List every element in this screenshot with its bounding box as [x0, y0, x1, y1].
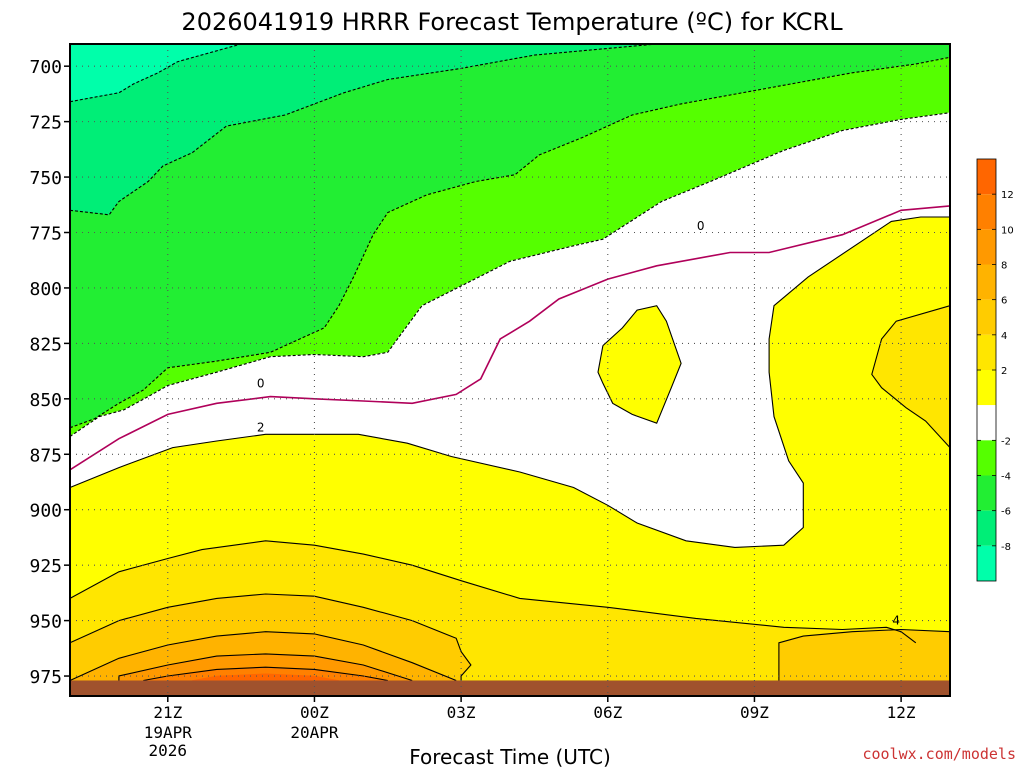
y-tick-label-925: 925 [29, 556, 62, 577]
x-tick-label-00Z: 00Z [300, 703, 329, 722]
colorbar-band--2 [977, 405, 996, 441]
colorbar-label--6: -6 [1001, 507, 1011, 518]
colorbar-band-0 [977, 370, 996, 406]
colorbar-label-8: 8 [1001, 261, 1007, 272]
contour-line-four-a [69, 540, 917, 644]
colorbar-band-10 [977, 194, 996, 230]
contour-label-3: 4 [892, 614, 900, 628]
contour-line-neg2 [69, 112, 951, 437]
y-tick-label-850: 850 [29, 390, 62, 411]
colorbar-band--8 [977, 510, 996, 546]
colorbar-label--4: -4 [1001, 472, 1011, 483]
colorbar-label--8: -8 [1001, 542, 1011, 553]
colorbar-band--10 [977, 545, 996, 581]
colorbar-label-12: 12 [1001, 190, 1014, 201]
contour-line-neg4 [69, 56, 951, 429]
y-tick-label-875: 875 [29, 445, 62, 466]
colorbar-label-10: 10 [1001, 225, 1014, 236]
contour-line-four-b [778, 628, 951, 681]
colorbar-band-6 [977, 264, 996, 300]
x-tick-year-21Z: 2026 [149, 741, 188, 760]
colorbar-label-4: 4 [1001, 331, 1007, 342]
colorbar-band--4 [977, 440, 996, 476]
y-tick-label-725: 725 [29, 113, 62, 134]
x-axis-label: Forecast Time (UTC) [409, 745, 611, 768]
contour-label-0: 0 [257, 376, 265, 390]
plot-area [69, 43, 951, 696]
x-tick-label-21Z: 21Z [153, 703, 182, 722]
y-axis: 700 725 750 775 800 825 850 875 900 925 950 975 [29, 57, 70, 688]
grid-lines [70, 44, 950, 696]
plot-frame [69, 43, 951, 697]
y-tick-label-950: 950 [29, 612, 62, 633]
y-tick-label-800: 800 [29, 279, 62, 300]
colorbar-band-12 [977, 159, 996, 195]
colorbar-label--2: -2 [1001, 436, 1011, 447]
colorbar: 12 10 8 6 4 2 -2 -4 -6 -8 [976, 158, 1014, 582]
region-cell-warm-2b [778, 629, 951, 681]
y-tick-label-750: 750 [29, 168, 62, 189]
chart-title: 2026041919 HRRR Forecast Temperature (ºC… [181, 8, 843, 36]
contour-line-six [69, 593, 472, 681]
contour-line-neg6 [69, 43, 657, 216]
y-tick-label-975: 975 [29, 667, 62, 688]
contour-line-eight [69, 631, 457, 682]
contour-label-1: 0 [697, 219, 705, 233]
contour-line-zero-a [69, 205, 951, 471]
contour-line-neg8 [69, 43, 242, 103]
y-tick-label-700: 700 [29, 57, 62, 78]
colorbar-band-8 [977, 229, 996, 265]
contour-line-twelve [143, 666, 388, 682]
y-tick-label-775: 775 [29, 224, 62, 245]
contour-line-island-right [871, 305, 951, 448]
ground-surface [70, 680, 950, 696]
x-tick-label-12Z: 12Z [887, 703, 916, 722]
x-tick-label-09Z: 09Z [740, 703, 769, 722]
x-tick-label-06Z: 06Z [593, 703, 622, 722]
colorbar-band-2 [977, 334, 996, 370]
y-tick-label-825: 825 [29, 334, 62, 355]
contour-labels: 0 0 2 4 [257, 219, 900, 628]
y-tick-label-900: 900 [29, 501, 62, 522]
contour-line-two [69, 216, 950, 548]
contour-label-2: 2 [257, 421, 265, 435]
colorbar-label-6: 6 [1001, 296, 1007, 307]
contour-line-island-middle [597, 305, 682, 424]
colorbar-label-2: 2 [1001, 366, 1007, 377]
colorbar-band-4 [977, 299, 996, 335]
x-tick-label-03Z: 03Z [447, 703, 476, 722]
watermark: coolwx.com/models [862, 745, 1016, 763]
x-tick-date-21Z: 19APR [144, 723, 193, 742]
contour-line-ten [118, 653, 413, 682]
x-tick-date-00Z: 20APR [290, 723, 339, 742]
colorbar-band--6 [977, 475, 996, 511]
